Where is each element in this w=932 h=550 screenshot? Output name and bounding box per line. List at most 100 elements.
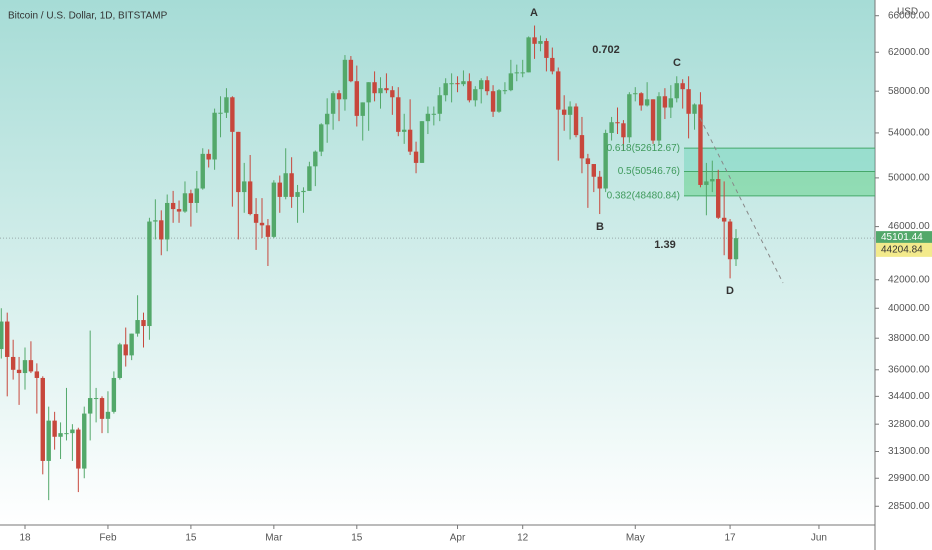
candle-body: [579, 135, 585, 159]
candle-body: [413, 151, 419, 163]
candle-body: [384, 88, 389, 91]
candle-body: [484, 80, 490, 92]
y-tick-label: 40000.00: [888, 303, 930, 314]
candle-body: [662, 96, 668, 108]
candle-body: [301, 190, 306, 193]
marker-price-label: 44204.84: [881, 244, 923, 255]
plot-area: [0, 25, 875, 501]
candle-body: [176, 209, 182, 212]
marker-price-box: [876, 242, 932, 257]
x-tick-label: Jun: [811, 533, 827, 544]
y-tick-label: 28500.00: [888, 501, 930, 512]
fib-zone: [684, 171, 875, 196]
candle-body: [490, 91, 496, 112]
candle-body: [165, 202, 170, 240]
candle-body: [307, 166, 312, 191]
candle-body: [390, 90, 395, 98]
candle-body: [366, 82, 371, 103]
candle-body: [76, 429, 81, 469]
candle-body: [259, 222, 265, 226]
fib-level-label: 0.618(52612.67): [607, 143, 680, 154]
candle-body: [212, 112, 217, 160]
candle-body: [200, 153, 205, 189]
y-tick-label: 62000.00: [888, 47, 930, 58]
candle-body: [431, 113, 437, 115]
candle-body: [87, 398, 93, 414]
x-tick-label: 15: [185, 533, 197, 544]
candle-body: [692, 104, 697, 114]
candle-body: [182, 193, 188, 212]
candle-body: [224, 97, 229, 113]
candle-body: [733, 238, 739, 260]
y-tick-label: 31300.00: [888, 446, 930, 457]
candle-body: [265, 225, 271, 237]
trend-line: [699, 117, 784, 284]
candle-body: [46, 420, 51, 461]
candle-body: [111, 377, 117, 412]
candle-body: [271, 182, 277, 237]
candle-body: [721, 217, 727, 222]
candle-body: [402, 129, 407, 132]
wave-label: B: [596, 221, 604, 233]
candle-body: [93, 398, 99, 400]
y-tick-label: 42000.00: [888, 274, 930, 285]
candle-body: [10, 356, 16, 370]
x-tick-label: 12: [517, 533, 529, 544]
candle-body: [40, 377, 45, 461]
candle-body: [206, 153, 211, 160]
candle-body: [437, 95, 442, 114]
candle-body: [253, 214, 259, 223]
wave-label: 0.702: [592, 44, 620, 56]
candle-body: [336, 93, 342, 100]
candle-body: [170, 202, 176, 210]
candle-body: [34, 371, 40, 378]
candle-body: [342, 59, 348, 100]
candle-body: [668, 98, 674, 108]
y-tick-label: 36000.00: [888, 364, 930, 375]
candle-body: [479, 80, 484, 90]
candle-body: [407, 129, 413, 152]
candle-body: [710, 179, 715, 182]
candle-body: [324, 113, 330, 125]
candle-body: [467, 81, 472, 101]
candle-body: [567, 106, 573, 115]
plot-background: [0, 0, 875, 525]
candle-body: [538, 41, 543, 44]
x-tick-label: 15: [351, 533, 363, 544]
y-tick-label: 38000.00: [888, 333, 930, 344]
candle-body: [242, 181, 247, 193]
candle-body: [496, 90, 502, 112]
candle-body: [473, 89, 478, 101]
candle-body: [188, 193, 194, 203]
candle-body: [230, 97, 235, 132]
candle-body: [236, 131, 241, 193]
candle-body: [526, 37, 531, 73]
candle-body: [455, 83, 460, 85]
candle-body: [289, 173, 294, 197]
y-tick-label: 29900.00: [888, 473, 930, 484]
candle-body: [656, 96, 662, 141]
candle-body: [70, 429, 75, 434]
candle-body: [354, 81, 359, 116]
fib-zone: [684, 148, 875, 172]
candle-body: [396, 97, 401, 132]
candle-body: [52, 420, 57, 437]
chart-title: Bitcoin / U.S. Dollar, 1D, BITSTAMP: [8, 11, 168, 22]
wave-label: 1.39: [654, 239, 675, 251]
candle-body: [194, 188, 200, 203]
candle-body: [508, 73, 514, 91]
candle-body: [295, 192, 300, 197]
candle-body: [129, 333, 134, 356]
currency-label: USD: [897, 7, 918, 18]
fib-level-label: 0.382(48480.84): [607, 191, 680, 202]
y-tick-label: 50000.00: [888, 173, 930, 184]
candle-body: [621, 123, 626, 138]
wave-label: C: [673, 57, 681, 69]
candle-body: [633, 93, 638, 95]
candle-body: [105, 411, 111, 419]
candle-body: [141, 320, 146, 327]
wave-label: D: [726, 285, 734, 297]
last-price-label: 45101.44: [881, 232, 923, 243]
candle-body: [443, 83, 448, 96]
candle-body: [5, 321, 10, 357]
